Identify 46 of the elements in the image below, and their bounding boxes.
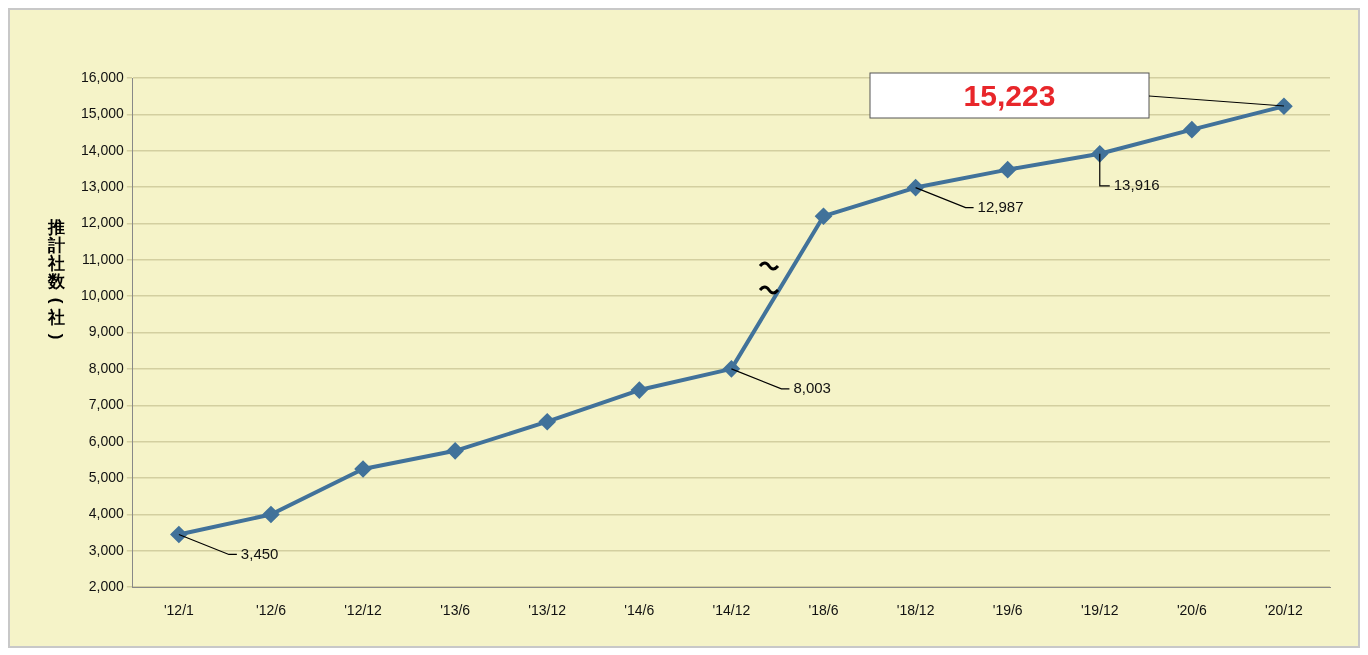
point (631, 382, 648, 399)
x-tick-label: '19/6 (992, 602, 1023, 619)
x-tick-label: '13/6 (440, 602, 471, 619)
y-tick-label: 14,000 (80, 141, 125, 158)
y-tick-label: 11,000 (82, 250, 125, 267)
annotation: 15,223 (869, 73, 1149, 119)
y-tick-label: 9,000 (88, 323, 125, 340)
y-tick-label: 5,000 (88, 468, 125, 485)
point (999, 161, 1016, 178)
y-tick-label: 10,000 (80, 287, 125, 304)
point (723, 360, 740, 377)
x-tick-label: '12/12 (344, 602, 383, 619)
x-tick-label: '20/6 (1176, 602, 1208, 619)
y-tick-label: 16,000 (80, 68, 125, 85)
point (170, 526, 187, 543)
point (262, 506, 279, 523)
y-tick-label: 3,000 (88, 541, 125, 558)
x-tick-label: '14/6 (624, 602, 655, 619)
data-label: 12,987 (977, 197, 1024, 215)
data-label: 8,003 (793, 379, 831, 396)
y-tick-label: 2,000 (88, 578, 125, 595)
x-tick-label: '18/12 (896, 602, 935, 619)
point (1183, 121, 1200, 138)
data-label: 3,450 (240, 544, 279, 562)
y-axis-title: 推計社数(社) (46, 218, 67, 340)
y-tick-label: 6,000 (88, 432, 125, 449)
y-tick-label: 7,000 (88, 396, 125, 413)
point (539, 413, 556, 430)
x-tick-label: '13/12 (528, 602, 567, 619)
point (355, 460, 372, 477)
point (1091, 145, 1108, 162)
y-tick-label: 8,000 (88, 359, 125, 376)
x-tick-label: '19/12 (1080, 602, 1119, 619)
point (907, 179, 924, 196)
point (447, 442, 464, 459)
x-tick-label: '12/6 (256, 602, 287, 619)
y-tick-label: 12,000 (80, 214, 125, 231)
x-tick-label: '14/12 (712, 602, 751, 619)
data-label: 13,916 (1113, 175, 1160, 193)
point (815, 208, 832, 225)
y-tick-label: 13,000 (80, 177, 125, 194)
y-tick-label: 15,000 (80, 105, 125, 122)
x-tick-label: '12/1 (163, 602, 195, 619)
x-tick-label: '18/6 (808, 602, 839, 619)
y-tick-label: 4,000 (88, 505, 125, 522)
x-tick-label: '20/12 (1265, 602, 1304, 619)
